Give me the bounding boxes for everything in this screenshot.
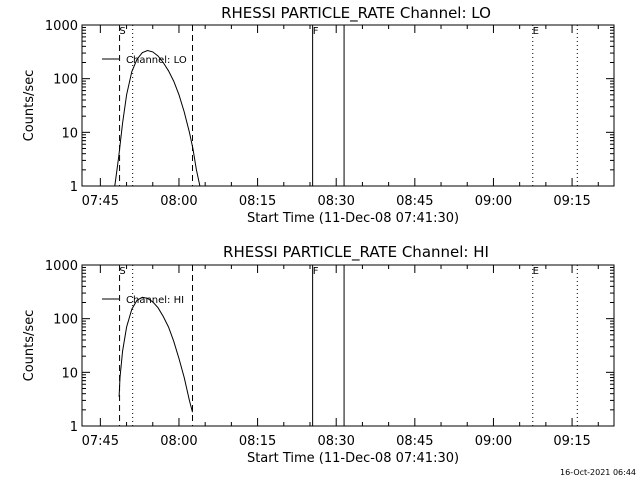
y-tick-label: 1 [70,420,78,435]
event-label: E [533,266,539,277]
y-axis-label: Counts/sec [22,310,37,382]
x-axis-label: Start Time (11-Dec-08 07:41:30) [247,211,459,226]
chart-title: RHESSI PARTICLE_RATE Channel: LO [221,4,491,23]
x-tick-label: 08:15 [239,194,276,209]
y-tick-label: 1000 [45,259,78,274]
x-axis-label: Start Time (11-Dec-08 07:41:30) [247,451,459,466]
x-tick-label: 08:15 [239,434,276,449]
x-tick-label: 08:30 [317,434,354,449]
chart-title: RHESSI PARTICLE_RATE Channel: HI [223,243,489,262]
x-tick-label: 08:45 [396,194,433,209]
series-line [118,296,193,413]
footer-timestamp: 16-Oct-2021 06:44 [560,468,636,477]
plot-frame [81,264,615,427]
x-tick-label: 09:00 [475,434,512,449]
y-tick-label: 10 [61,366,78,381]
x-tick-label: 07:45 [82,194,119,209]
legend-label: Channel: LO [126,55,187,66]
plot-frame [81,24,615,187]
y-tick-label: 10 [61,126,78,141]
x-tick-label: 09:15 [553,434,590,449]
y-tick-label: 100 [53,313,78,328]
event-label: F [313,266,319,277]
event-label: S [119,26,125,37]
y-tick-label: 100 [53,73,78,88]
panel-1: RHESSI PARTICLE_RATE Channel: LO 1 10 100 10… [22,4,615,226]
event-label: S [119,266,125,277]
x-tick-label: 08:00 [160,434,197,449]
event-label: E [533,26,539,37]
y-tick-label: 1000 [45,19,78,34]
y-axis-label: Counts/sec [22,70,37,142]
y-tick-label: 1 [70,180,78,195]
series-line [114,49,201,187]
x-tick-label: 08:30 [317,194,354,209]
event-label: F [313,26,319,37]
x-tick-label: 07:45 [82,434,119,449]
x-tick-label: 08:00 [160,194,197,209]
legend-label: Channel: HI [126,295,184,306]
panel-2: RHESSI PARTICLE_RATE Channel: HI 1 10 100 10… [22,243,615,466]
x-tick-label: 08:45 [396,434,433,449]
x-tick-label: 09:00 [475,194,512,209]
x-tick-label: 09:15 [553,194,590,209]
